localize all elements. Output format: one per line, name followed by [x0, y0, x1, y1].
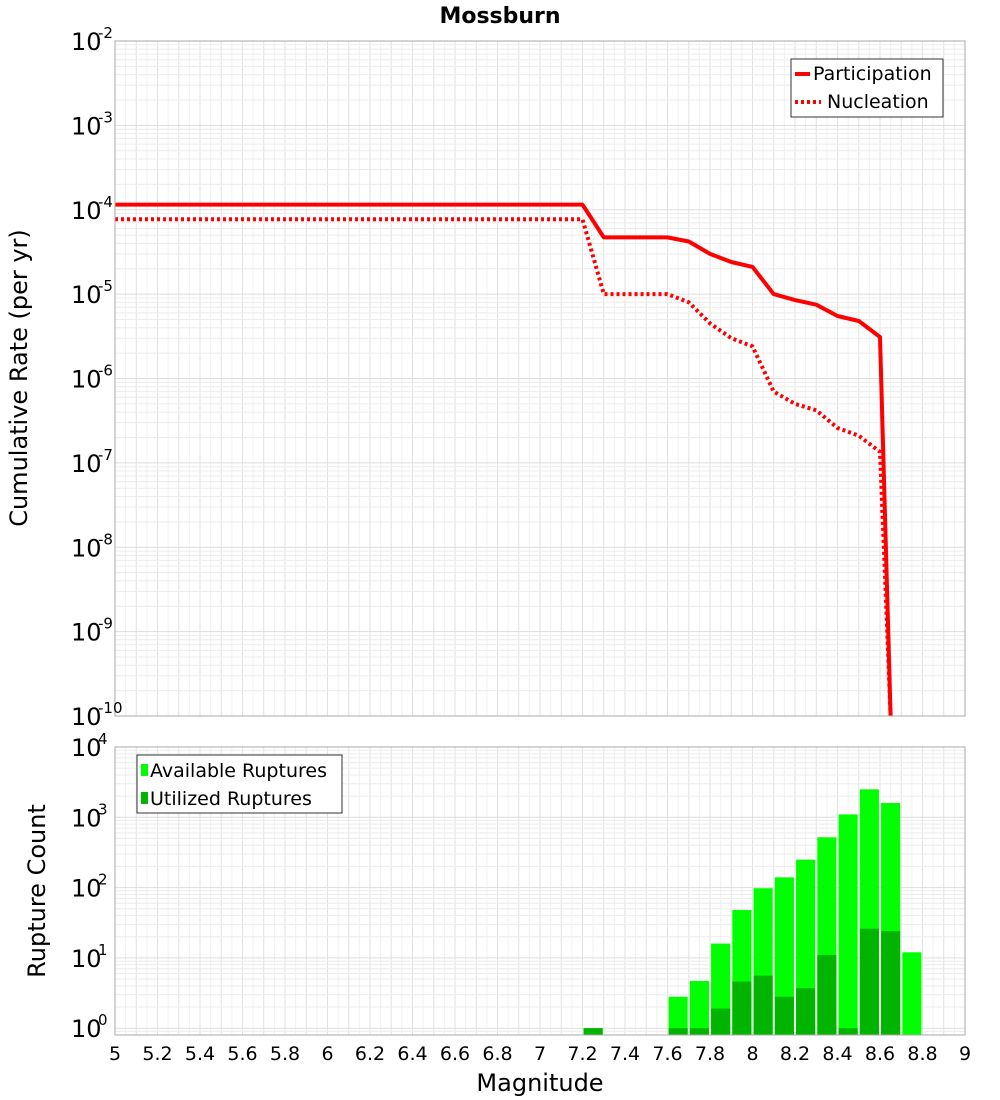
rate-y-tick-exponent: -2 [98, 24, 113, 42]
bar-utilized-ruptures [689, 1028, 709, 1035]
count-y-axis-label: Rupture Count [23, 804, 51, 978]
rate-y-tick-label: 10 [71, 366, 102, 394]
x-tick-label: 8.4 [822, 1043, 852, 1065]
count-legend: Available Ruptures Utilized Ruptures [136, 754, 343, 814]
legend-available-label: Available Ruptures [150, 760, 327, 782]
rate-series [115, 202, 893, 717]
x-tick-label: 5 [109, 1043, 121, 1065]
rate-y-tick-label: 10 [71, 281, 102, 309]
rate-plot-border [114, 40, 966, 717]
bar-available-ruptures [902, 952, 922, 1035]
bar-utilized-ruptures [753, 975, 773, 1035]
bar-utilized-ruptures [732, 981, 752, 1035]
count-y-tick-label: 10 [71, 875, 102, 903]
count-y-tick-label: 10 [71, 1015, 102, 1043]
series-line-participation [115, 202, 893, 717]
bar-utilized-ruptures [583, 1028, 603, 1035]
count-plot-border [114, 746, 966, 1036]
x-tick-label: 5.4 [185, 1043, 215, 1065]
rate-y-tick-exponent: -6 [98, 362, 113, 380]
series-line-nucleation [115, 217, 893, 717]
x-tick-label: 5.2 [142, 1043, 172, 1065]
x-tick-label: 7.2 [567, 1043, 597, 1065]
count-y-tick-label: 10 [71, 804, 102, 832]
count-legend-box [136, 754, 343, 814]
x-tick-label: 7.8 [695, 1043, 725, 1065]
bar-utilized-ruptures [838, 1028, 858, 1035]
legend-nucleation-label: Nucleation [827, 91, 929, 113]
count-y-tick-exponent: 0 [98, 1011, 108, 1029]
x-tick-label: 6.2 [355, 1043, 385, 1065]
count-y-tick-exponent: 2 [98, 871, 108, 889]
x-tick-label: 7 [534, 1043, 546, 1065]
count-y-tick-exponent: 1 [98, 941, 108, 959]
rate-legend-box [790, 58, 944, 118]
x-tick-label: 7.4 [610, 1043, 640, 1065]
rate-y-tick-exponent: -9 [98, 615, 113, 633]
x-tick-label: 8.6 [865, 1043, 895, 1065]
rate-y-tick-label: 10 [71, 112, 102, 140]
rate-gridlines [114, 40, 966, 717]
x-tick-label: 8.2 [780, 1043, 810, 1065]
legend-available-swatch [141, 764, 148, 776]
x-tick-label: 8.8 [907, 1043, 937, 1065]
bar-available-ruptures [689, 980, 709, 1035]
bar-utilized-ruptures [774, 996, 794, 1035]
rate-y-tick-label: 10 [71, 534, 102, 562]
rate-plot-panel: 10-210-310-410-510-610-710-810-910-10 Cu… [5, 24, 966, 731]
count-y-tick-label: 10 [71, 734, 102, 762]
bar-available-ruptures [774, 877, 794, 1035]
rate-y-tick-label: 10 [71, 197, 102, 225]
bar-utilized-ruptures [881, 931, 901, 1035]
bar-utilized-ruptures [711, 1008, 731, 1035]
bar-available-ruptures [668, 996, 688, 1035]
bar-utilized-ruptures [796, 988, 816, 1035]
rate-y-tick-exponent: -7 [98, 446, 113, 464]
rate-y-tick-exponent: -5 [98, 277, 113, 295]
count-bars [583, 789, 922, 1035]
x-tick-label: 6 [321, 1043, 333, 1065]
x-tick-label: 9 [959, 1043, 971, 1065]
x-tick-label: 6.6 [440, 1043, 470, 1065]
bar-utilized-ruptures [668, 1028, 688, 1035]
rate-y-tick-exponent: -3 [98, 108, 113, 126]
count-y-tick-label: 10 [71, 945, 102, 973]
rate-y-axis-label: Cumulative Rate (per yr) [5, 229, 33, 527]
rate-y-tick-exponent: -4 [98, 193, 113, 211]
legend-utilized-label: Utilized Ruptures [150, 788, 312, 810]
x-tick-label: 6.4 [397, 1043, 427, 1065]
rate-y-tick-label: 10 [71, 703, 102, 731]
rate-y-tick-exponent: -8 [98, 530, 113, 548]
rate-legend: Participation Nucleation [790, 58, 944, 118]
rate-y-tick-label: 10 [71, 619, 102, 647]
legend-utilized-swatch [141, 792, 148, 804]
x-tick-label: 8 [746, 1043, 758, 1065]
rate-y-tick-label: 10 [71, 450, 102, 478]
rate-y-tick-label: 10 [71, 28, 102, 56]
bar-utilized-ruptures [817, 954, 837, 1035]
bar-utilized-ruptures [859, 928, 879, 1035]
bar-available-ruptures [838, 814, 858, 1035]
count-y-tick-exponent: 4 [98, 730, 108, 748]
x-axis-label: Magnitude [476, 1069, 603, 1097]
chart-title: Mossburn [439, 4, 560, 29]
legend-participation-label: Participation [813, 63, 932, 85]
x-tick-label: 6.8 [482, 1043, 512, 1065]
rate-y-tick-exponent: -10 [98, 699, 123, 717]
x-tick-label: 5.8 [270, 1043, 300, 1065]
count-y-tick-exponent: 3 [98, 800, 108, 818]
x-tick-label: 7.6 [652, 1043, 682, 1065]
x-tick-label: 5.6 [227, 1043, 257, 1065]
rate-y-ticks: 10-210-310-410-510-610-710-810-910-10 [71, 24, 123, 731]
count-x-ticks: 5 5.2 5.4 5.6 5.8 6 6.2 6.4 6.6 6.8 7 7.2 7.4 7.6 7.8 8… [109, 1043, 971, 1065]
